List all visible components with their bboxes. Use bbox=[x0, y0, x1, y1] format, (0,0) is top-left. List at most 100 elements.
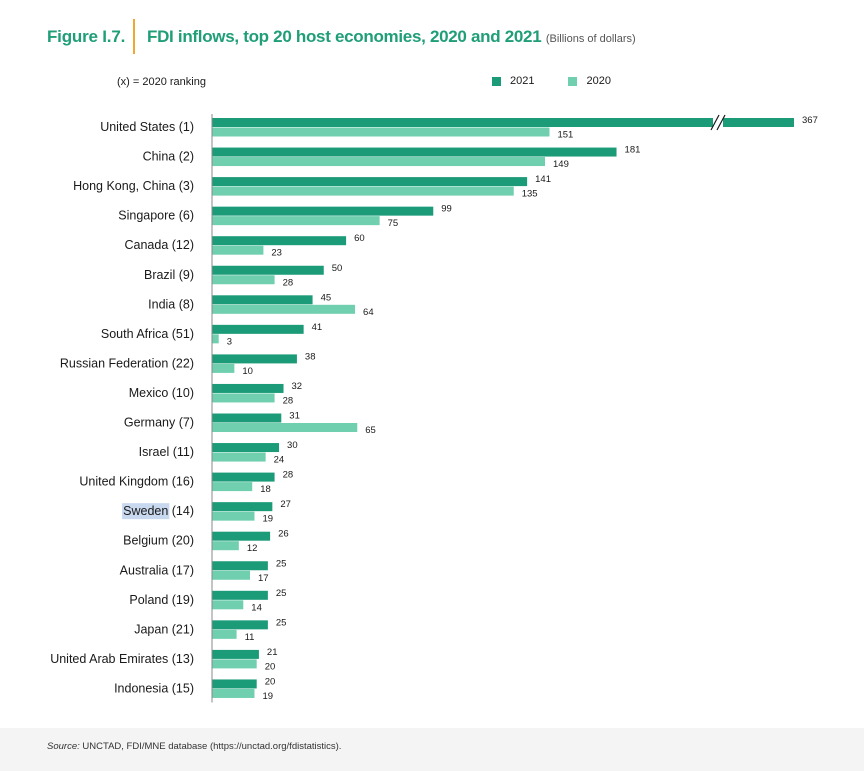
bar-2021 bbox=[212, 561, 268, 571]
legend-item-2021: 2021 bbox=[492, 75, 534, 87]
bar-2020 bbox=[212, 688, 255, 698]
value-label-2020: 12 bbox=[247, 543, 258, 554]
value-label-2021: 25 bbox=[276, 588, 287, 599]
legend-label-2021: 2021 bbox=[510, 75, 535, 87]
category-label: Mexico (10) bbox=[129, 386, 194, 400]
axis-break-mark bbox=[716, 114, 726, 131]
value-label-2021: 27 bbox=[280, 499, 291, 510]
bar-2021 bbox=[212, 265, 324, 275]
figure-title-text: FDI inflows, top 20 host economies, 2020… bbox=[147, 27, 542, 46]
value-label-2020: 20 bbox=[265, 661, 276, 672]
bar-2020 bbox=[212, 304, 356, 314]
category-label: South Africa (51) bbox=[101, 327, 194, 341]
value-label-2020: 65 bbox=[365, 425, 376, 436]
value-label-2020: 64 bbox=[363, 307, 374, 318]
value-label-2020: 28 bbox=[283, 277, 294, 288]
category-label: Sweden (14) bbox=[123, 504, 194, 518]
value-label-2020: 11 bbox=[245, 632, 255, 643]
value-label-2021: 41 bbox=[312, 322, 323, 333]
value-label-2020: 135 bbox=[522, 189, 538, 200]
bar-2020 bbox=[212, 423, 358, 432]
bar-2021 bbox=[212, 118, 794, 127]
category-label: Japan (21) bbox=[134, 622, 194, 636]
category-label: China (2) bbox=[143, 150, 194, 164]
bar-2020 bbox=[212, 482, 253, 492]
bar-2021 bbox=[212, 620, 268, 630]
value-label-2021: 30 bbox=[287, 440, 298, 451]
category-label: United Arab Emirates (13) bbox=[50, 652, 194, 666]
bar-2020 bbox=[212, 570, 250, 580]
value-label-2021: 99 bbox=[441, 204, 452, 215]
bar-2021 bbox=[212, 206, 434, 216]
bar-2021 bbox=[212, 383, 284, 393]
axis-break-gap bbox=[713, 115, 723, 130]
category-label: Indonesia (15) bbox=[114, 681, 194, 695]
bar-2021 bbox=[212, 531, 271, 541]
ranking-note: (x) = 2020 ranking bbox=[117, 76, 206, 88]
value-label-2020: 19 bbox=[262, 691, 273, 702]
value-label-2021: 50 bbox=[332, 263, 343, 274]
value-label-2020: 28 bbox=[283, 395, 294, 406]
legend-item-2020: 2020 bbox=[568, 75, 611, 87]
category-label: Australia (17) bbox=[120, 563, 194, 577]
chart-legend: 2021 2020 bbox=[492, 75, 645, 87]
figure-units: (Billions of dollars) bbox=[545, 33, 636, 45]
bar-2020 bbox=[212, 511, 255, 521]
legend-swatch-2020 bbox=[568, 76, 578, 86]
value-label-2021: 28 bbox=[283, 470, 294, 481]
value-label-2020: 17 bbox=[258, 573, 269, 584]
bar-2021 bbox=[212, 649, 259, 659]
bar-2020 bbox=[212, 541, 239, 551]
category-highlight bbox=[122, 503, 170, 520]
category-label: Canada (12) bbox=[125, 238, 195, 252]
category-label: Germany (7) bbox=[124, 416, 194, 430]
bar-2020 bbox=[212, 659, 257, 669]
bar-2021 bbox=[212, 413, 282, 423]
bottom-band bbox=[0, 728, 864, 771]
value-label-2021: 25 bbox=[276, 558, 287, 569]
figure-number: Figure I.7. bbox=[47, 27, 126, 46]
value-label-2020: 3 bbox=[227, 336, 232, 347]
bar-2021 bbox=[212, 472, 275, 482]
legend-swatch-2021 bbox=[492, 76, 501, 86]
bar-2020 bbox=[212, 186, 514, 196]
bar-2021 bbox=[212, 236, 347, 246]
value-label-2020: 23 bbox=[271, 248, 282, 259]
value-label-2020: 75 bbox=[388, 218, 399, 229]
value-label-2020: 151 bbox=[557, 130, 573, 141]
bar-2020 bbox=[212, 157, 546, 167]
category-label: India (8) bbox=[148, 297, 194, 311]
bar-2021 bbox=[212, 324, 304, 334]
source-label: Source: bbox=[47, 741, 80, 752]
category-label: United Kingdom (16) bbox=[79, 475, 194, 489]
value-label-2021: 38 bbox=[305, 351, 316, 362]
bar-2021 bbox=[212, 295, 313, 305]
bar-2021 bbox=[212, 590, 268, 600]
figure-title: FDI inflows, top 20 host economies, 2020… bbox=[147, 27, 636, 47]
bar-2020 bbox=[212, 393, 275, 403]
category-label: Israel (11) bbox=[139, 445, 194, 459]
bar-2021 bbox=[212, 679, 257, 689]
value-label-2020: 14 bbox=[251, 602, 262, 613]
value-label-2021: 20 bbox=[265, 676, 276, 687]
title-divider bbox=[133, 19, 135, 54]
value-label-2021: 32 bbox=[292, 381, 303, 392]
value-label-2021: 21 bbox=[267, 647, 278, 658]
bar-2020 bbox=[212, 275, 275, 285]
legend-label-2020: 2020 bbox=[586, 75, 611, 87]
bar-2021 bbox=[212, 354, 297, 364]
category-label: Poland (19) bbox=[129, 593, 194, 607]
value-label-2020: 18 bbox=[260, 484, 271, 495]
value-label-2021: 45 bbox=[321, 292, 332, 303]
value-label-2020: 19 bbox=[262, 514, 273, 525]
value-label-2021: 31 bbox=[289, 411, 300, 422]
category-label: United States (1) bbox=[100, 120, 194, 134]
bar-2020 bbox=[212, 600, 244, 610]
bar-2020 bbox=[212, 216, 380, 226]
bar-2020 bbox=[212, 452, 266, 462]
value-label-2020: 149 bbox=[553, 159, 569, 170]
bar-2021 bbox=[212, 443, 280, 453]
bar-2020 bbox=[212, 334, 219, 344]
bar-2020 bbox=[212, 127, 550, 137]
